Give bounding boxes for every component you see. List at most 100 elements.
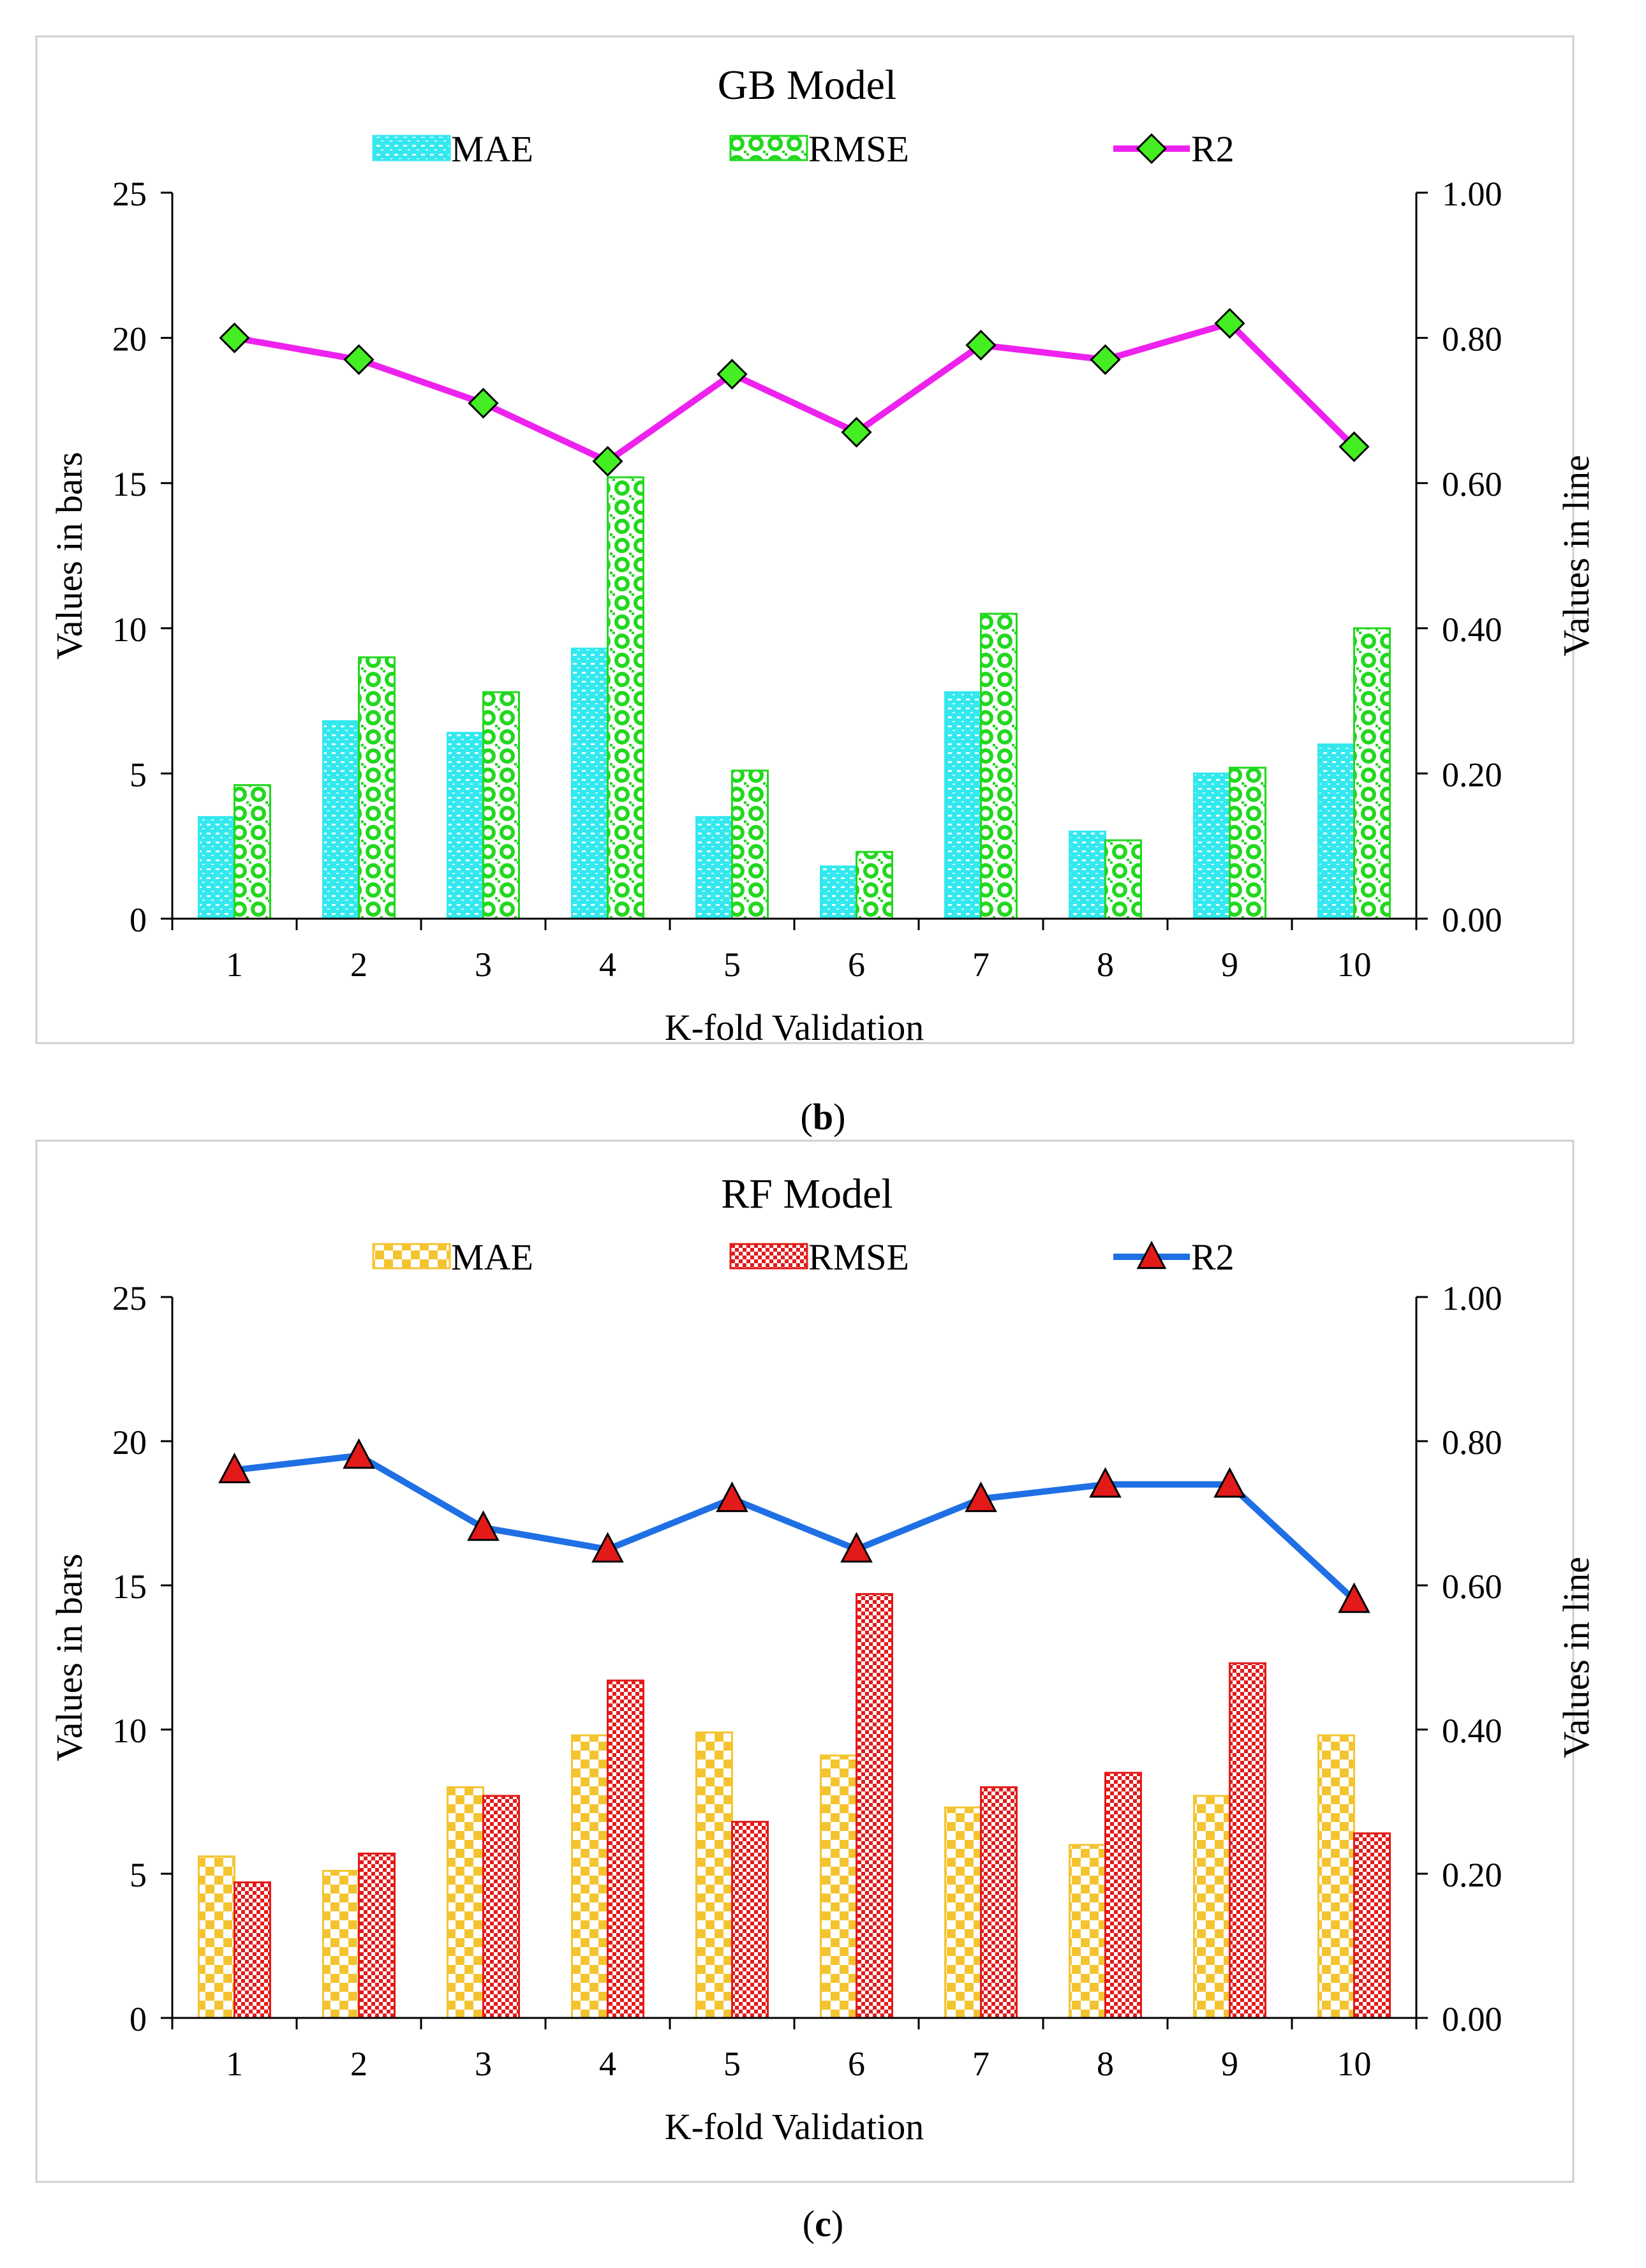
x-tick-label: 8	[1097, 945, 1114, 984]
legend: MAE RMSE R2	[372, 1236, 1234, 1278]
bar-mae-9	[1193, 1795, 1231, 2019]
bar-mae-6	[820, 865, 857, 920]
legend-label-mae: MAE	[451, 1236, 533, 1278]
y-axis-label: Values in bars	[48, 1553, 90, 1761]
legend-swatch-r2-marker	[1136, 1240, 1167, 1270]
x-axis-label: K-fold Validation	[665, 1007, 924, 1048]
x-tick-label: 4	[599, 945, 616, 984]
r2-point-6	[841, 417, 872, 448]
series-line-r2	[234, 320, 1357, 465]
bar-mae-8	[1069, 830, 1106, 920]
x-tick-label: 2	[350, 2045, 367, 2083]
bar-rmse-2	[358, 1852, 396, 2019]
bar-rmse-7	[980, 612, 1018, 920]
x-tick-label: 4	[599, 2045, 616, 2083]
r2-point-2	[343, 1438, 375, 1469]
legend-label-r2: R2	[1191, 1236, 1234, 1278]
bar-rmse-3	[482, 1795, 520, 2019]
bar-rmse-9	[1229, 766, 1266, 920]
bar-rmse-9	[1229, 1662, 1266, 2019]
bar-mae-1	[198, 1855, 235, 2019]
y2-tick-label: 0.00	[1442, 2000, 1502, 2038]
y2-axis-label: Values in line	[1555, 1557, 1597, 1758]
x-tick-label: 1	[226, 945, 243, 984]
bar-mae-3	[447, 732, 484, 920]
x-tick-label: 6	[848, 2045, 865, 2083]
y2-tick-label: 0.80	[1442, 320, 1502, 359]
bar-rmse-5	[731, 769, 769, 920]
x-tick-label: 3	[475, 945, 492, 984]
legend-swatch-rmse	[729, 1243, 808, 1270]
bar-rmse-1	[234, 1881, 271, 2019]
panel-border	[35, 35, 1575, 1044]
r2-point-7	[965, 329, 997, 361]
x-tick-label: 8	[1097, 2045, 1114, 2083]
y-tick-label: 10	[112, 611, 147, 649]
y-tick-label: 5	[130, 1856, 147, 1894]
x-tick-label: 6	[848, 945, 865, 984]
chart-title: RF Model	[721, 1171, 893, 1217]
bar-rmse-6	[856, 1593, 893, 2019]
bar-rmse-8	[1104, 1772, 1142, 2019]
bar-mae-7	[944, 1806, 982, 2019]
chart-panel-b: GB Model05101520250.000.200.400.600.801.…	[35, 35, 1597, 1048]
x-tick-label: 9	[1221, 2045, 1238, 2083]
bar-rmse-5	[731, 1821, 769, 2019]
bar-rmse-3	[482, 691, 520, 920]
bar-mae-4	[571, 648, 609, 920]
r2-point-1	[218, 1452, 251, 1483]
panel-border	[35, 1139, 1575, 2183]
legend-label-rmse: RMSE	[808, 128, 909, 170]
x-tick-label: 1	[226, 2045, 243, 2083]
y-tick-label: 15	[112, 465, 147, 503]
r2-point-2	[343, 344, 374, 375]
bar-rmse-10	[1353, 1832, 1391, 2019]
x-tick-label: 5	[723, 2045, 741, 2083]
legend-label-mae: MAE	[451, 128, 533, 170]
r2-point-3	[467, 1510, 500, 1541]
bar-rmse-10	[1353, 627, 1391, 920]
panel-caption-c: (c)	[803, 2203, 843, 2244]
x-tick-label: 10	[1337, 945, 1372, 984]
r2-point-8	[1090, 344, 1121, 375]
r2-point-9	[1213, 1467, 1246, 1498]
y-tick-label: 5	[130, 755, 147, 794]
y-tick-label: 0	[130, 901, 147, 939]
y-axis-label: Values in bars	[48, 452, 90, 659]
r2-point-8	[1089, 1467, 1122, 1498]
y-tick-label: 25	[112, 175, 147, 213]
bar-rmse-7	[980, 1786, 1018, 2019]
x-tick-label: 5	[723, 945, 741, 984]
y-tick-label: 20	[112, 320, 147, 359]
bar-mae-2	[322, 720, 360, 920]
r2-point-4	[592, 445, 623, 477]
legend-swatch-rmse	[729, 135, 808, 161]
y2-tick-label: 0.80	[1442, 1423, 1502, 1462]
bar-mae-3	[447, 1786, 484, 2019]
x-tick-label: 2	[350, 945, 367, 984]
bar-rmse-4	[607, 1679, 644, 2019]
bar-mae-1	[198, 816, 235, 920]
y2-tick-label: 0.20	[1442, 1856, 1502, 1894]
r2-point-9	[1214, 308, 1245, 339]
y-tick-label: 0	[130, 2000, 147, 2038]
x-tick-label: 10	[1337, 2045, 1372, 2083]
y2-tick-label: 1.00	[1442, 175, 1502, 213]
r2-point-7	[965, 1481, 997, 1513]
x-axis-label: K-fold Validation	[665, 2106, 924, 2147]
bar-mae-2	[322, 1869, 360, 2019]
series-line-r2	[234, 1452, 1356, 1603]
bar-rmse-8	[1104, 839, 1142, 920]
legend-swatch-r2-marker	[1136, 133, 1168, 165]
y2-tick-label: 1.00	[1442, 1279, 1502, 1317]
bar-mae-7	[944, 691, 982, 920]
legend-label-r2: R2	[1191, 128, 1234, 170]
y-tick-label: 20	[112, 1423, 147, 1462]
y2-tick-label: 0.60	[1442, 1568, 1502, 1606]
bar-mae-6	[820, 1754, 857, 2019]
chart-panel-c: RF Model05101520250.000.200.400.600.801.…	[35, 1139, 1597, 2183]
chart-title: GB Model	[718, 62, 897, 108]
bar-mae-5	[695, 816, 733, 920]
r2-point-10	[1338, 1582, 1370, 1613]
r2-point-5	[716, 359, 748, 390]
